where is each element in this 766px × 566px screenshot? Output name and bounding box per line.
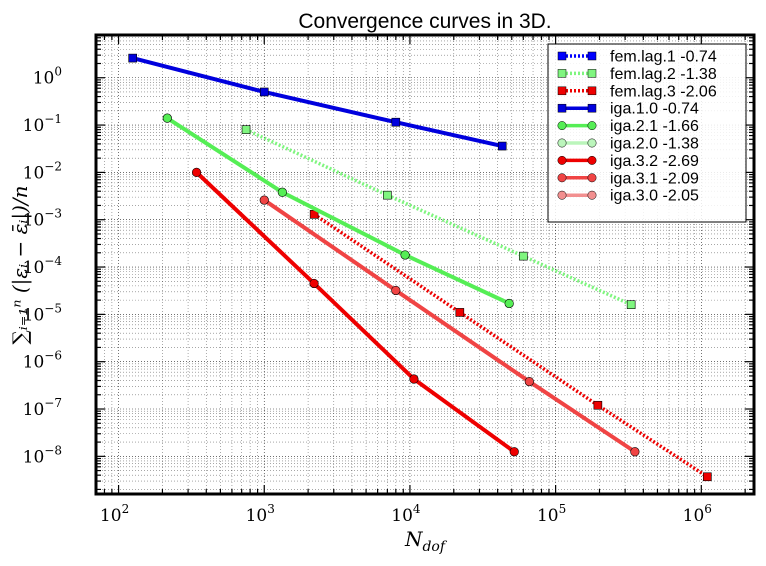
- chart-title: Convergence curves in 3D.: [298, 10, 551, 33]
- data-point-2-1: [455, 308, 465, 317]
- series-group: [128, 53, 712, 482]
- legend-marker-2-0: [557, 86, 567, 96]
- x-tick-label-1: 103: [246, 502, 275, 526]
- legend-label-8: iga.3.0 -2.05: [610, 188, 699, 205]
- data-point-1-1: [383, 190, 392, 200]
- y-tick-label-8: 10−8: [23, 443, 62, 467]
- legend-marker-1-0: [557, 69, 567, 78]
- legend-marker-5-0: [557, 138, 567, 148]
- legend-marker-4-0: [557, 121, 567, 131]
- legend-label-3: iga.1.0 -0.74: [610, 101, 699, 118]
- y-tick-exponent: −6: [44, 349, 62, 363]
- legend-label-1: fem.lag.2 -1.38: [610, 66, 717, 83]
- legend-marker-5-1: [587, 138, 597, 148]
- legend-marker-7-0: [557, 173, 567, 183]
- series-line-4: [166, 116, 511, 306]
- legend-label-6: iga.3.2 -2.69: [610, 153, 699, 170]
- x-tick-exponent: 2: [122, 502, 130, 516]
- data-point-6-0: [191, 167, 202, 177]
- series-line-1: [245, 128, 632, 307]
- legend-marker-1-1: [587, 69, 597, 78]
- x-tick-label-4: 106: [683, 502, 712, 526]
- data-point-7-0: [259, 195, 269, 205]
- legend-label-0: fem.lag.1 -0.74: [610, 49, 717, 66]
- y-axis-label-text: ∑ᵢ₌₁ⁿ (|εᵢ − ε̄ᵢ|)/n: [8, 185, 33, 344]
- x-axis-label-subscript: dof: [422, 539, 447, 555]
- data-point-1-3: [626, 300, 636, 310]
- data-point-2-2: [593, 400, 603, 410]
- x-tick-exponent: 4: [413, 502, 421, 516]
- data-point-3-0: [128, 53, 137, 63]
- legend-marker-3-0: [557, 103, 567, 113]
- y-tick-exponent: −8: [44, 443, 62, 457]
- x-tick-exponent: 3: [267, 502, 275, 516]
- legend-label-4: iga.2.1 -1.66: [610, 118, 699, 135]
- legend-box: [547, 43, 747, 223]
- y-tick-label-3: 10−3: [23, 207, 62, 231]
- plot-frame: [94, 33, 756, 496]
- y-tick-label-2: 10−2: [23, 159, 62, 183]
- legend-marker-0-1: [587, 51, 597, 61]
- legend-label-5: iga.2.0 -1.38: [610, 136, 699, 153]
- data-point-7-2: [524, 376, 534, 387]
- data-point-1-2: [518, 251, 528, 261]
- data-point-1-0: [241, 125, 251, 134]
- y-axis-label: ∑ᵢ₌₁ⁿ (|εᵢ − ε̄ᵢ|)/n: [8, 185, 33, 344]
- y-tick-label-1: 10−1: [23, 112, 62, 136]
- data-point-7-1: [391, 285, 401, 296]
- data-point-4-3: [504, 298, 514, 309]
- legend-marker-8-1: [587, 190, 597, 200]
- legend-marker-7-1: [587, 173, 597, 183]
- data-point-6-2: [409, 374, 419, 384]
- data-point-3-3: [497, 141, 507, 151]
- y-tick-label-6: 10−6: [23, 349, 62, 373]
- ticks-group: 102 103 104 105 10610010−110−210−310−410−510…: [23, 34, 754, 526]
- x-axis-label: Ndof: [404, 527, 448, 555]
- series-line-2: [313, 212, 709, 479]
- data-point-4-1: [277, 187, 287, 197]
- y-tick-label-4: 10−4: [23, 254, 63, 278]
- series-line-3: [132, 56, 503, 149]
- data-point-7-3: [630, 447, 640, 457]
- x-tick-label-0: 102: [100, 502, 129, 526]
- legend-marker-8-0: [557, 190, 567, 200]
- data-point-4-0: [162, 113, 172, 123]
- y-tick-exponent: −4: [44, 254, 62, 268]
- legend-marker-4-1: [587, 121, 597, 131]
- legend-marker-6-0: [557, 155, 567, 165]
- series-line-6: [195, 170, 516, 454]
- y-tick-exponent: −7: [44, 396, 62, 410]
- legend-label-2: fem.lag.3 -2.06: [610, 83, 717, 100]
- x-tick-label-3: 105: [537, 502, 566, 526]
- series-line-7: [263, 198, 636, 454]
- y-tick-exponent: −2: [44, 159, 62, 173]
- data-point-3-1: [259, 87, 269, 97]
- data-point-6-3: [509, 447, 519, 457]
- data-point-4-2: [400, 250, 410, 260]
- y-tick-exponent: −3: [44, 207, 62, 221]
- legend-marker-6-1: [587, 155, 597, 165]
- x-tick-exponent: 6: [704, 502, 712, 516]
- y-tick-exponent: −1: [44, 112, 62, 126]
- data-point-2-3: [703, 472, 712, 482]
- x-tick-label-2: 104: [391, 502, 421, 526]
- data-point-6-1: [309, 278, 319, 289]
- legend-label-7: iga.3.1 -2.09: [610, 170, 699, 187]
- x-tick-exponent: 5: [559, 502, 567, 516]
- y-tick-exponent: −5: [44, 301, 62, 315]
- legend-marker-3-1: [587, 103, 597, 113]
- legend-marker-0-0: [557, 51, 567, 61]
- data-point-3-2: [391, 117, 401, 127]
- legend-marker-2-1: [587, 86, 597, 96]
- y-tick-label-0: 100: [33, 65, 62, 89]
- y-tick-exponent: 0: [54, 65, 62, 79]
- y-tick-label-7: 10−7: [23, 396, 62, 420]
